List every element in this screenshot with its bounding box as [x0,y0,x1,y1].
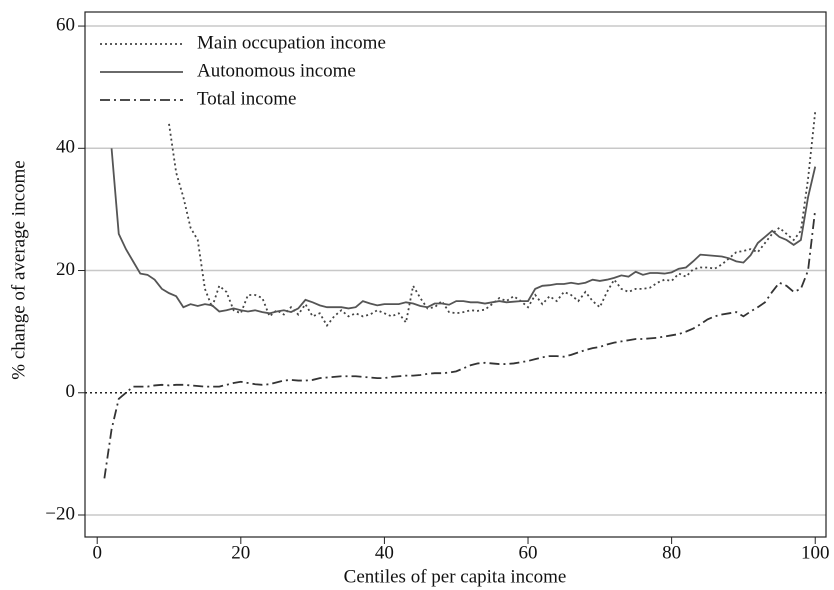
y-tick-label: −20 [45,503,75,524]
series-line [110,148,817,315]
y-tick-label: 0 [66,381,76,402]
y-axis-label: % change of average income [8,160,29,379]
x-tick-label: 20 [231,542,250,563]
y-tick-label: 40 [56,137,75,158]
x-tick-label: 80 [662,542,681,563]
x-tick-label: 100 [801,542,830,563]
series-line [168,111,817,328]
plot-frame [84,11,827,538]
x-tick-label: 0 [92,542,102,563]
series-line [103,209,817,479]
legend-label: Main occupation income [197,32,386,53]
legend-label: Autonomous income [197,60,356,81]
legend-label: Total income [197,88,296,109]
y-tick-label: 60 [56,14,75,35]
y-tick-label: 20 [56,259,75,280]
x-tick-label: 60 [519,542,538,563]
x-tick-label: 40 [375,542,394,563]
x-axis-label: Centiles of per capita income [344,566,567,587]
